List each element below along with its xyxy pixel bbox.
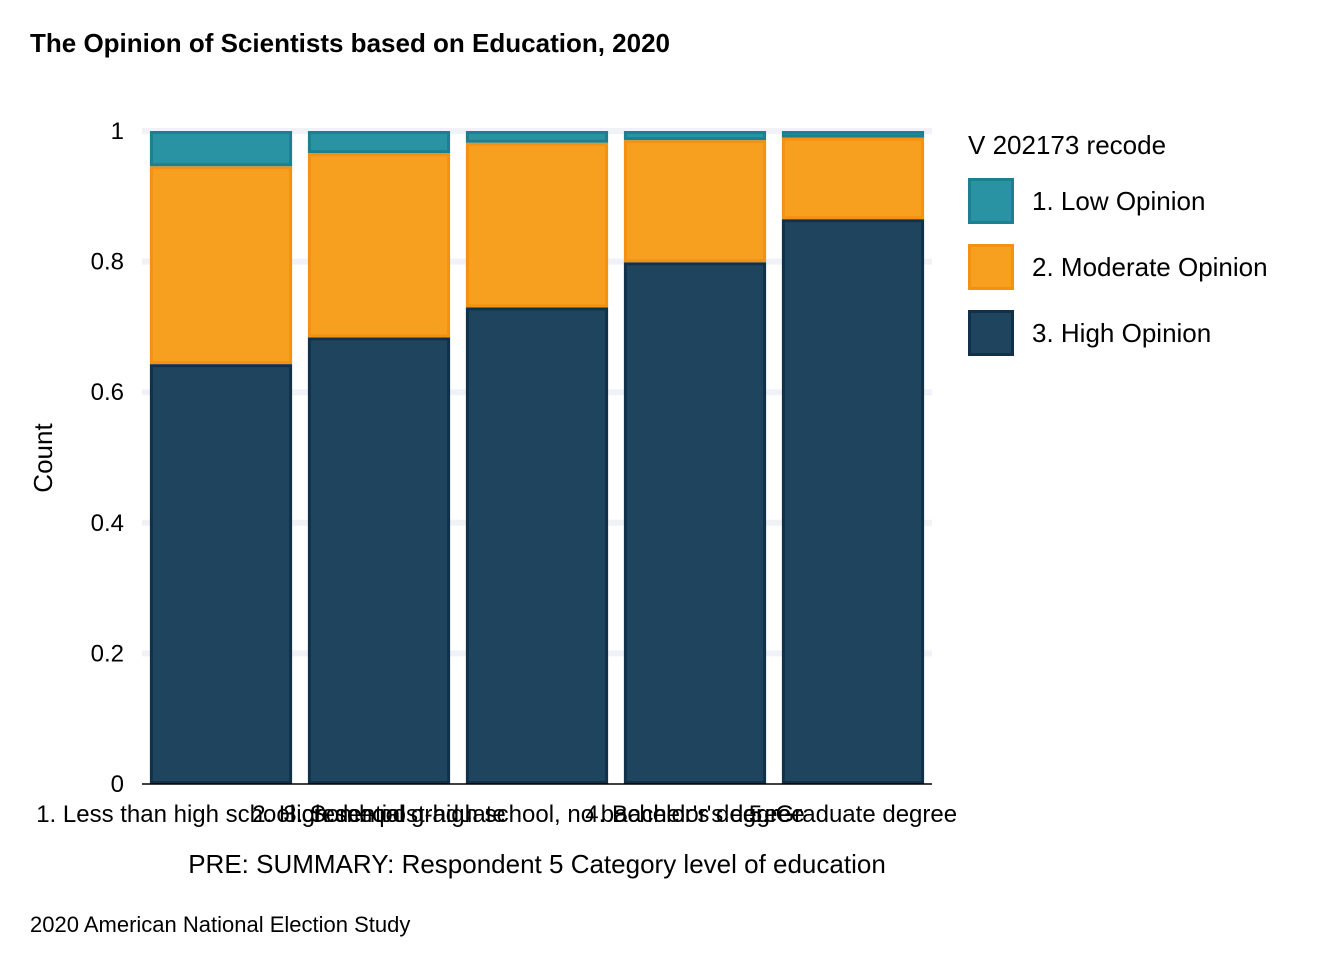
bar-segment-low-opinion [465, 131, 609, 143]
y-tick-labels: 0 0.2 0.4 0.6 0.8 1 [91, 118, 124, 798]
chart-title: The Opinion of Scientists based on Educa… [30, 28, 670, 58]
legend-key-high-opinion [968, 310, 1014, 356]
legend-label: 3. High Opinion [1032, 317, 1212, 348]
x-tick-label: 4. Bachelor's degree [585, 801, 804, 828]
bar-segment-moderate-opinion [623, 140, 767, 263]
y-tick-label: 0 [111, 771, 124, 798]
bar-segment-moderate-opinion [465, 142, 609, 308]
bar-segment-high-opinion [781, 219, 925, 784]
bar-segment-high-opinion [623, 262, 767, 784]
bars [149, 131, 925, 784]
bar-segment-high-opinion [307, 337, 451, 784]
y-tick-label: 1 [111, 118, 124, 145]
legend-title: V 202173 recode [968, 130, 1167, 160]
bar-segment-high-opinion [465, 307, 609, 784]
y-axis-title: Count [28, 423, 58, 493]
bar-segment-moderate-opinion [307, 153, 451, 338]
caption: 2020 American National Election Study [30, 912, 411, 937]
legend-item-low-opinion: 1. Low Opinion [968, 175, 1268, 227]
y-tick-label: 0.4 [91, 510, 124, 537]
x-tick-label: 1. Less than high school credential [36, 801, 406, 828]
y-tick-label: 0.8 [91, 249, 124, 276]
bar-segment-low-opinion [307, 131, 451, 154]
bar-segment-low-opinion [623, 131, 767, 141]
bar-segment-low-opinion [781, 131, 925, 138]
legend-item-moderate-opinion: 2. Moderate Opinion [968, 241, 1268, 293]
x-axis-title: PRE: SUMMARY: Respondent 5 Category leve… [188, 849, 886, 879]
bar-segment-moderate-opinion [781, 137, 925, 220]
y-tick-label: 0.6 [91, 379, 124, 406]
x-tick-label: 5. Graduate degree [749, 801, 957, 828]
x-tick-label: 3. Some post-high school, no bachelor's … [283, 801, 791, 828]
legend-item-high-opinion: 3. High Opinion [968, 307, 1268, 359]
bar-segment-high-opinion [149, 364, 293, 784]
y-tick-label: 0.2 [91, 640, 124, 667]
bar-segment-low-opinion [149, 131, 293, 167]
legend-label: 1. Low Opinion [1032, 185, 1206, 216]
legend: V 202173 recode 1. Low Opinion 2. Modera… [968, 130, 1268, 373]
bar-segment-moderate-opinion [149, 166, 293, 365]
legend-label: 2. Moderate Opinion [1032, 251, 1268, 282]
legend-key-low-opinion [968, 178, 1014, 224]
legend-key-moderate-opinion [968, 244, 1014, 290]
x-tick-label: 2. High school graduate [252, 801, 506, 828]
